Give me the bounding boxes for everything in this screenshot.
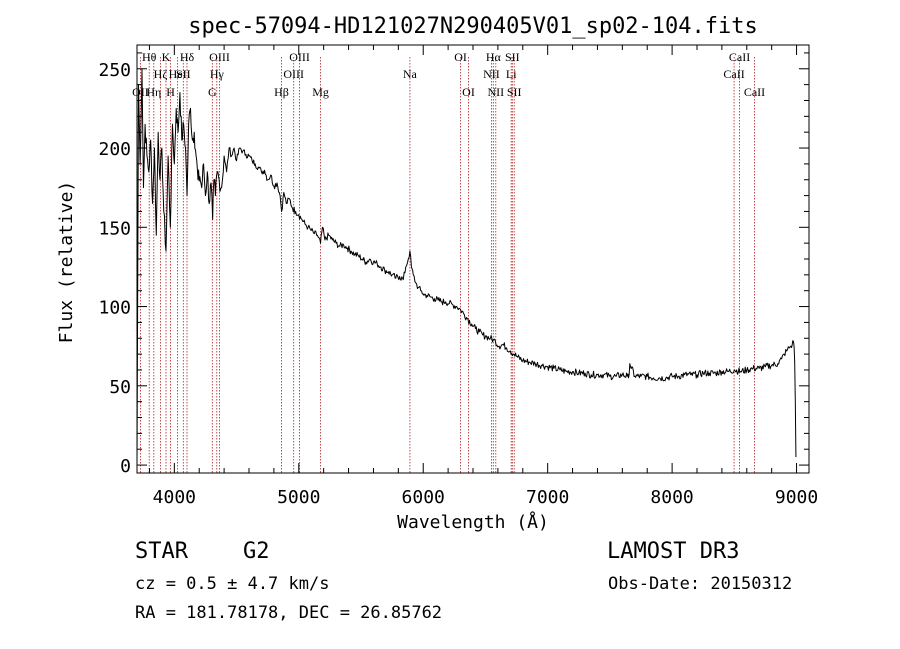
- line-label-6: HeI: [169, 67, 187, 81]
- line-label-25: CaII: [723, 67, 744, 81]
- line-label-8: Hδ: [180, 50, 195, 64]
- y-tick-label-50: 50: [109, 377, 131, 398]
- spectral-line-labels: OIIHθHηHζKHHeISIIHδGHγOIIIHβOIIIOIIIMgNa…: [132, 50, 765, 99]
- line-label-12: Hβ: [274, 85, 289, 99]
- line-label-9: G: [208, 85, 217, 99]
- x-tick-label-7000: 7000: [526, 487, 569, 508]
- line-label-11: OIII: [209, 50, 230, 64]
- line-label-1: Hθ: [142, 50, 157, 64]
- line-label-13: OIII: [283, 67, 304, 81]
- line-label-4: K: [162, 50, 171, 64]
- redshift-cz: cz = 0.5 ± 4.7 km/s: [135, 574, 330, 594]
- x-tick-label-6000: 6000: [402, 487, 445, 508]
- line-label-0: OII: [132, 85, 149, 99]
- line-label-19: NII: [483, 67, 500, 81]
- spectrum-line: [136, 68, 797, 466]
- y-tick-label-250: 250: [98, 60, 131, 81]
- line-label-2: Hη: [146, 85, 161, 99]
- x-tick-label-5000: 5000: [277, 487, 320, 508]
- x-axis-ticks: 4000 5000 6000 7000 8000 9000: [148, 45, 818, 508]
- line-label-23: SII: [505, 50, 520, 64]
- obs-date: Obs-Date: 20150312: [608, 574, 793, 594]
- survey-name: LAMOST DR3: [607, 539, 740, 564]
- line-label-5: H: [166, 85, 175, 99]
- subclass: G2: [243, 539, 270, 564]
- plot-frame: [136, 44, 810, 474]
- spectral-line-markers: [139, 57, 755, 473]
- y-tick-label-0: 0: [120, 456, 131, 477]
- y-tick-label-100: 100: [98, 298, 131, 319]
- line-label-20: Hα: [486, 50, 502, 64]
- line-label-3: Hζ: [154, 67, 168, 81]
- chart-title: spec-57094-HD121027N290405V01_sp02-104.f…: [188, 14, 758, 39]
- line-label-22: Li: [506, 67, 517, 81]
- line-label-26: CaII: [729, 50, 750, 64]
- y-tick-label-200: 200: [98, 139, 131, 160]
- line-label-17: OI: [454, 50, 467, 64]
- x-tick-label-4000: 4000: [153, 487, 196, 508]
- line-label-16: Na: [403, 67, 418, 81]
- object-class: STAR: [135, 539, 188, 564]
- coordinates: RA = 181.78178, DEC = 26.85762: [135, 603, 443, 623]
- line-label-15: Mg: [312, 85, 329, 99]
- line-label-27: CaII: [744, 85, 765, 99]
- line-label-14: OIII: [289, 50, 310, 64]
- line-label-10: Hγ: [210, 67, 225, 81]
- y-axis-ticks: 0 50 100 150 200 250: [98, 52, 809, 477]
- line-label-24: SII: [507, 85, 522, 99]
- y-axis-label: Flux (relative): [56, 181, 77, 344]
- line-label-7: SII: [176, 67, 191, 81]
- x-tick-label-9000: 9000: [775, 487, 818, 508]
- x-tick-label-8000: 8000: [650, 487, 693, 508]
- y-tick-label-150: 150: [98, 218, 131, 239]
- x-axis-label: Wavelength (Å): [397, 511, 549, 533]
- line-label-21: NII: [487, 85, 504, 99]
- line-label-18: OI: [462, 85, 475, 99]
